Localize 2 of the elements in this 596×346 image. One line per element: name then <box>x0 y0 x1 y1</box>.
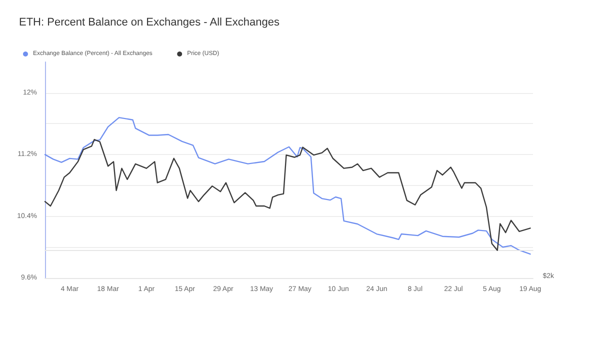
line-series <box>44 116 531 255</box>
chart-title: ETH: Percent Balance on Exchanges - All Exchanges <box>19 16 280 28</box>
